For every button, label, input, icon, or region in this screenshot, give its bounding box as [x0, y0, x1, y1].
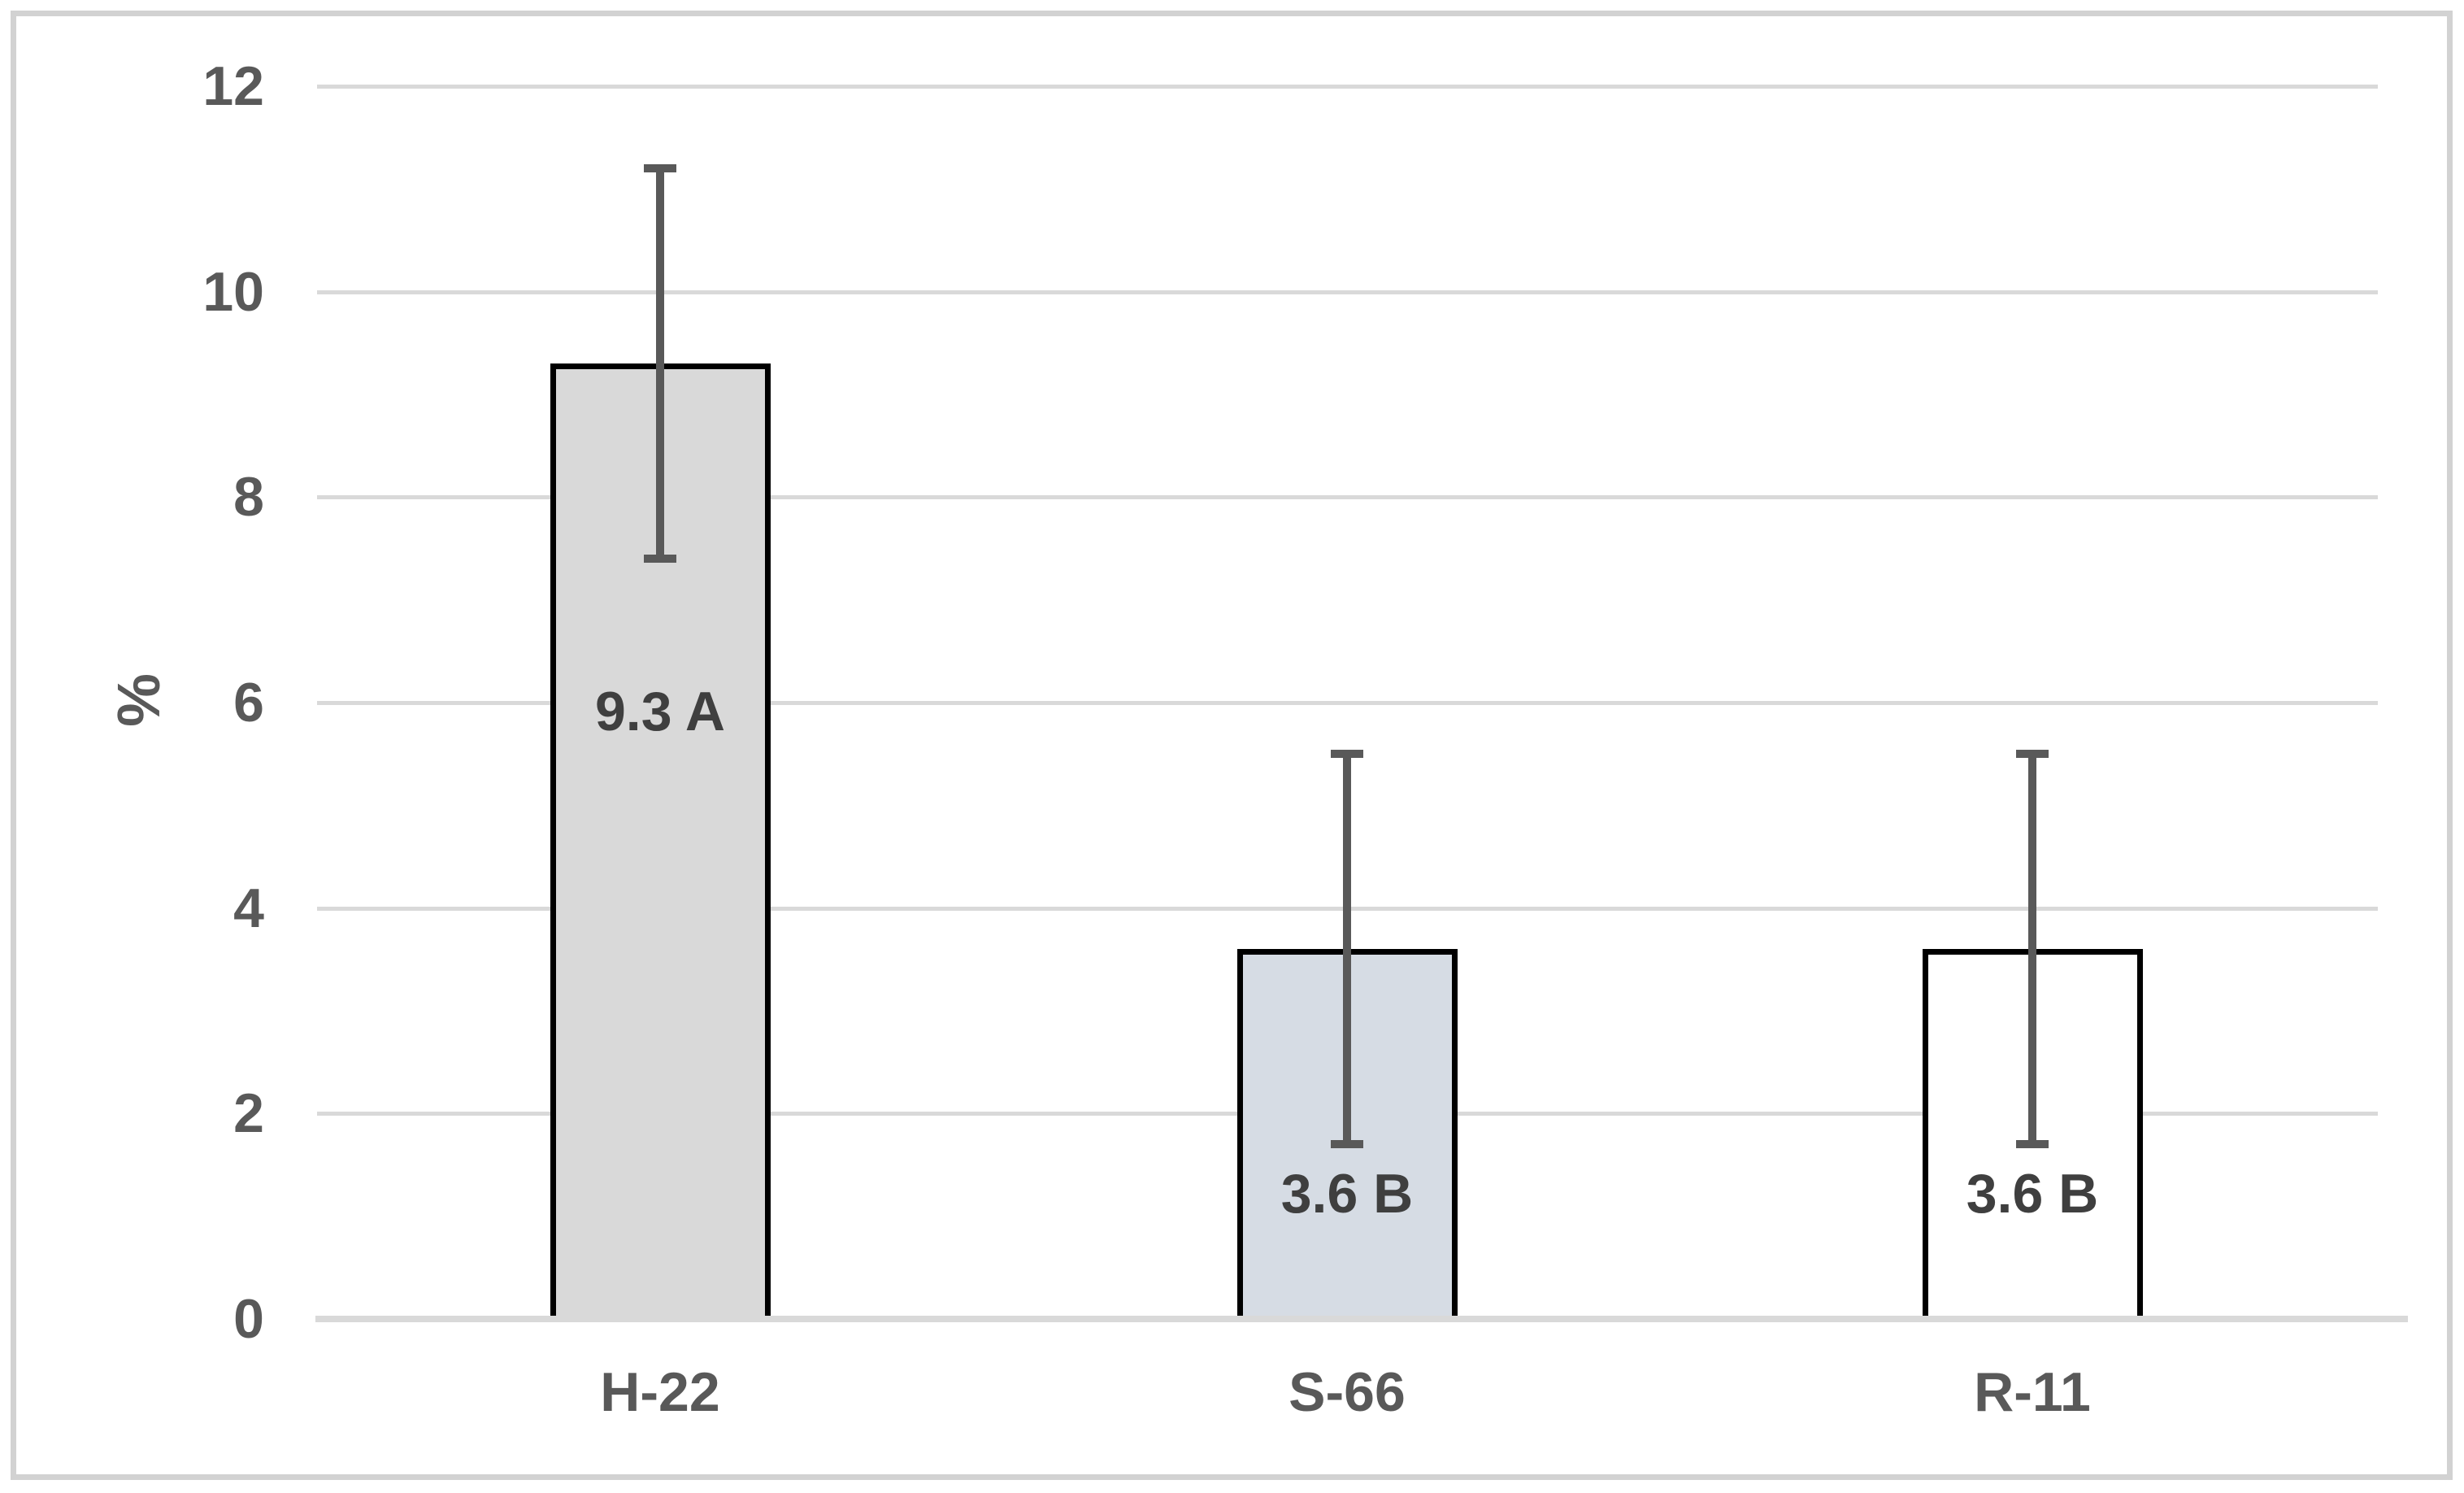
y-axis-tick-label: 10 [202, 260, 264, 323]
error-bar [1343, 754, 1351, 1145]
gridline [317, 289, 2378, 294]
error-bar-cap-top [2016, 750, 2049, 759]
error-bar-cap-bottom [2016, 1140, 2049, 1149]
error-bar-cap-bottom [644, 555, 676, 564]
bar-value-label: 3.6 B [1280, 1163, 1414, 1225]
bar-value-label: 9.3 A [594, 681, 725, 742]
x-axis-label: R-11 [1974, 1361, 2091, 1423]
bar-value-label: 3.6 B [1966, 1163, 2099, 1225]
y-axis-tick-label: 12 [202, 55, 264, 118]
gridline [317, 85, 2378, 89]
x-axis-label: S-66 [1288, 1361, 1406, 1423]
y-axis-title: % [104, 673, 172, 727]
gridline [317, 701, 2378, 706]
x-axis-line [315, 1316, 2408, 1322]
y-axis-tick-label: 6 [233, 672, 264, 734]
y-axis-tick-label: 0 [233, 1288, 264, 1350]
gridline [317, 495, 2378, 500]
x-axis-label: H-22 [600, 1361, 720, 1423]
y-axis-tick-label: 8 [233, 466, 264, 529]
y-axis-tick-label: 4 [233, 877, 264, 939]
error-bar-cap-top [644, 164, 676, 173]
chart-frame [11, 11, 2453, 1480]
error-bar [656, 168, 664, 559]
y-axis-tick-label: 2 [233, 1082, 264, 1145]
error-bar-cap-top [1331, 750, 1363, 759]
error-bar [2028, 754, 2036, 1145]
error-bar-cap-bottom [1331, 1140, 1363, 1149]
